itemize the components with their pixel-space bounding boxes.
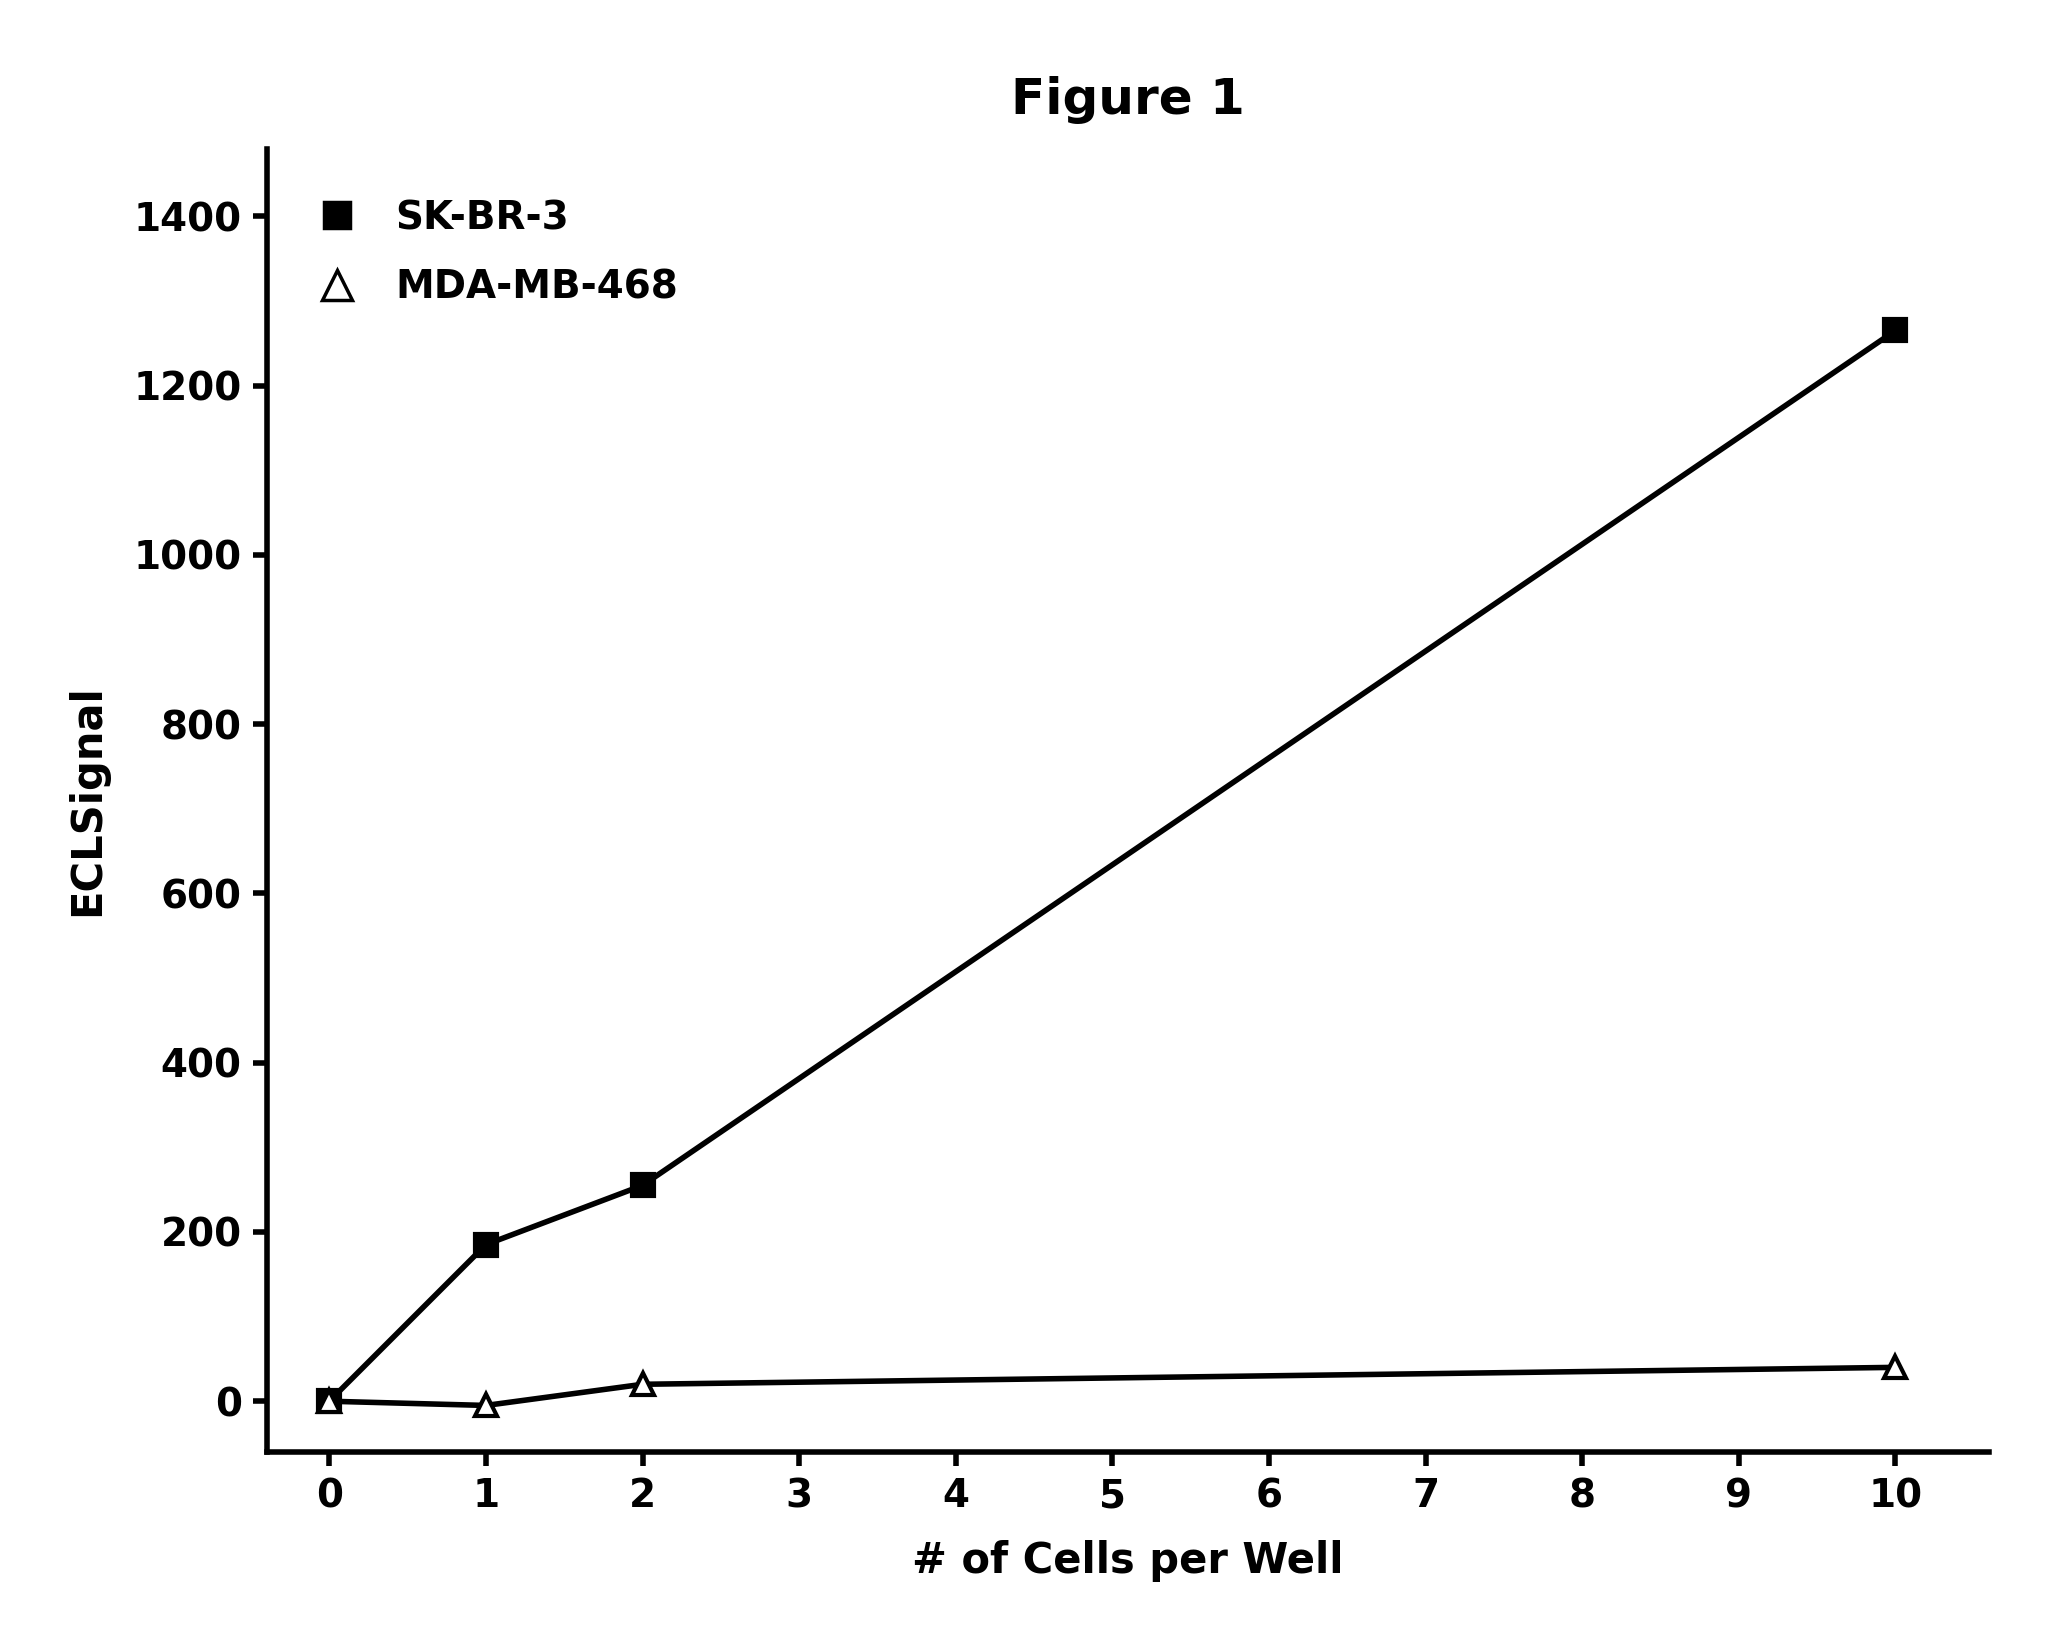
Legend: SK-BR-3, MDA-MB-468: SK-BR-3, MDA-MB-468 xyxy=(285,168,710,337)
SK-BR-3 xyxy=(630,1175,654,1195)
SK-BR-3 xyxy=(1883,320,1907,340)
Title: Figure 1: Figure 1 xyxy=(1011,76,1245,124)
SK-BR-3 xyxy=(474,1234,498,1254)
MDA-MB-468 xyxy=(318,1391,343,1411)
Y-axis label: ECLSignal: ECLSignal xyxy=(66,685,109,916)
Line: MDA-MB-468: MDA-MB-468 xyxy=(318,1356,1907,1417)
MDA-MB-468 xyxy=(474,1396,498,1416)
X-axis label: # of Cells per Well: # of Cells per Well xyxy=(913,1539,1343,1582)
MDA-MB-468 xyxy=(630,1374,654,1394)
Line: SK-BR-3: SK-BR-3 xyxy=(318,320,1907,1412)
SK-BR-3 xyxy=(318,1391,343,1411)
MDA-MB-468 xyxy=(1883,1358,1907,1378)
